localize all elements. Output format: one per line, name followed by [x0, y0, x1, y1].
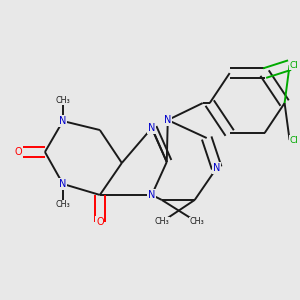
Text: Cl: Cl: [290, 61, 298, 70]
Text: CH₃: CH₃: [189, 218, 204, 226]
Text: N: N: [164, 115, 171, 125]
Text: N: N: [59, 116, 67, 126]
Text: CH₃: CH₃: [154, 218, 169, 226]
Text: O: O: [14, 147, 22, 157]
Text: N: N: [213, 163, 220, 173]
Text: O: O: [96, 217, 104, 227]
Text: CH₃: CH₃: [56, 96, 70, 105]
Text: N: N: [59, 179, 67, 189]
Text: CH₃: CH₃: [56, 200, 70, 209]
Text: Cl: Cl: [290, 136, 298, 145]
Text: N: N: [148, 190, 155, 200]
Text: N: N: [148, 123, 155, 133]
